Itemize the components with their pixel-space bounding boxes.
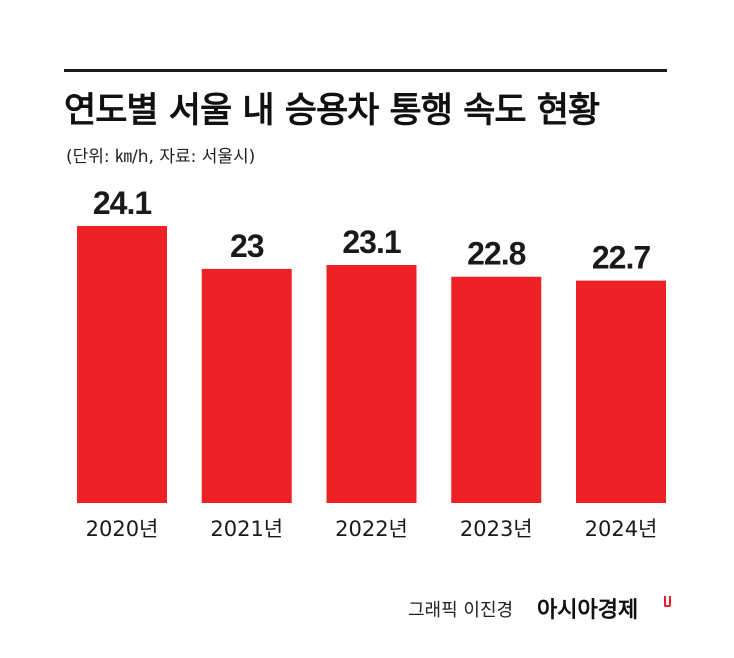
bar-4 xyxy=(576,280,666,503)
bar-1 xyxy=(201,268,292,503)
data-label-0: 24.1 xyxy=(93,185,151,221)
data-label-2: 23.1 xyxy=(342,224,400,260)
category-label-0: 2020년 xyxy=(86,517,159,541)
data-label-1: 23 xyxy=(230,228,264,264)
top-rule xyxy=(64,69,667,72)
bar-0 xyxy=(77,226,167,503)
bar-3 xyxy=(451,276,542,503)
category-label-3: 2023년 xyxy=(460,517,533,541)
chart-title: 연도별 서울 내 승용차 통행 속도 현황 xyxy=(64,91,600,131)
category-label-2: 2022년 xyxy=(335,517,408,541)
data-label-4: 22.7 xyxy=(592,240,650,276)
chart-subtitle: (단위: ㎞/h, 자료: 서울시) xyxy=(66,147,256,167)
brand-logo: 아시아경제 xyxy=(537,598,639,623)
category-label-4: 2024년 xyxy=(585,517,658,541)
bar-2 xyxy=(326,265,417,503)
category-label-1: 2021년 xyxy=(210,517,283,541)
data-label-3: 22.8 xyxy=(467,236,525,272)
graphic-credit: 그래픽 이진경 xyxy=(408,600,514,621)
brand-mark-icon xyxy=(664,596,671,607)
